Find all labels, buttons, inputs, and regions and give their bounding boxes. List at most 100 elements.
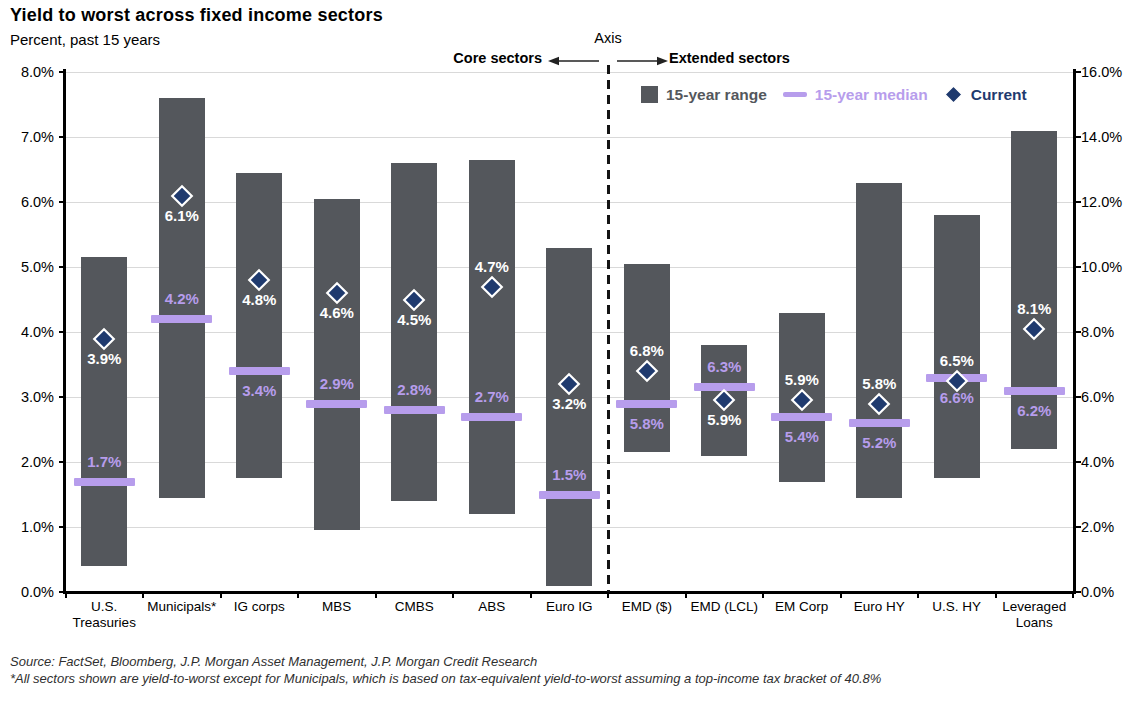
- left-tick-label: 8.0%: [6, 64, 54, 80]
- x-axis-label: ABS: [453, 599, 531, 615]
- x-axis-label: EMD (LCL): [686, 599, 764, 615]
- left-arrow-icon: [548, 55, 600, 67]
- current-diamond-icon: [480, 275, 504, 299]
- right-tick-label: 6.0%: [1081, 389, 1130, 405]
- x-axis-label-line: U.S. HY: [918, 599, 996, 615]
- source-line: Source: FactSet, Bloomberg, J.P. Morgan …: [10, 654, 537, 669]
- x-axis-label: LeveragedLoans: [996, 599, 1074, 631]
- right-tick-label: 14.0%: [1081, 129, 1130, 145]
- x-axis-label: IG corps: [221, 599, 299, 615]
- median-tick: [461, 413, 522, 421]
- median-value-label: 2.9%: [304, 375, 370, 393]
- x-axis-label-line: IG corps: [221, 599, 299, 615]
- current-diamond-icon: [92, 327, 116, 351]
- left-tick-label: 2.0%: [6, 454, 54, 470]
- median-value-label: 5.2%: [846, 434, 912, 452]
- current-diamond-icon: [402, 288, 426, 312]
- current-value-label: 6.8%: [614, 342, 680, 360]
- current-value-label: 5.8%: [846, 375, 912, 393]
- current-value-label: 3.9%: [71, 350, 137, 368]
- x-axis-label: U.S. HY: [918, 599, 996, 615]
- range-swatch-icon: [641, 86, 658, 103]
- range-bar: [934, 215, 980, 478]
- median-tick: [384, 406, 445, 414]
- core-sectors-label: Core sectors: [420, 50, 542, 66]
- median-value-label: 5.4%: [769, 428, 835, 446]
- current-value-label: 6.5%: [924, 352, 990, 370]
- axis-note-label: Axis: [576, 30, 640, 46]
- x-axis-label: CMBS: [376, 599, 454, 615]
- page-subtitle: Percent, past 15 years: [10, 31, 160, 48]
- median-value-label: 5.8%: [614, 415, 680, 433]
- legend-item-range: 15-year range: [641, 86, 767, 104]
- median-value-label: 2.8%: [381, 381, 447, 399]
- current-diamond-icon: [790, 388, 814, 412]
- range-bar: [236, 173, 282, 479]
- left-tick-label: 6.0%: [6, 194, 54, 210]
- right-tick-label: 2.0%: [1081, 519, 1130, 535]
- x-axis-label: EM Corp: [763, 599, 841, 615]
- x-axis-label: EMD ($): [608, 599, 686, 615]
- current-value-label: 4.5%: [381, 311, 447, 329]
- page-title: Yield to worst across fixed income secto…: [10, 5, 383, 26]
- x-axis-label-line: MBS: [298, 599, 376, 615]
- range-bar: [546, 248, 592, 586]
- right-tick-label: 4.0%: [1081, 454, 1130, 470]
- current-value-label: 5.9%: [691, 411, 757, 429]
- median-value-label: 6.3%: [691, 358, 757, 376]
- left-tick-label: 3.0%: [6, 389, 54, 405]
- gridline: [66, 72, 1074, 73]
- legend-label-median: 15-year median: [815, 86, 928, 104]
- median-value-label: 4.2%: [149, 290, 215, 308]
- left-tick-label: 0.0%: [6, 584, 54, 600]
- median-value-label: 6.6%: [924, 389, 990, 407]
- x-axis-label-line: CMBS: [376, 599, 454, 615]
- current-value-label: 6.1%: [149, 207, 215, 225]
- legend-item-median: 15-year median: [783, 86, 928, 104]
- x-axis-label: Euro IG: [531, 599, 609, 615]
- median-swatch-icon: [783, 92, 807, 97]
- right-arrow-icon: [616, 55, 668, 67]
- current-value-label: 4.6%: [304, 304, 370, 322]
- x-axis-label: Euro HY: [841, 599, 919, 615]
- x-axis-label-line: EMD ($): [608, 599, 686, 615]
- current-diamond-icon: [712, 388, 736, 412]
- page: { "header": { "title": "Yield to worst a…: [0, 0, 1130, 708]
- x-axis-label-line: EM Corp: [763, 599, 841, 615]
- median-value-label: 3.4%: [226, 382, 292, 400]
- current-diamond-icon: [635, 359, 659, 383]
- core-extended-divider: [607, 65, 610, 592]
- current-diamond-icon: [944, 85, 963, 104]
- median-tick: [74, 478, 135, 486]
- current-value-label: 8.1%: [1001, 300, 1067, 318]
- range-bar: [391, 163, 437, 501]
- x-axis-label-line: Euro HY: [841, 599, 919, 615]
- legend-item-current: Current: [944, 85, 1027, 104]
- footnote-line: *All sectors shown are yield-to-worst ex…: [10, 671, 881, 686]
- x-axis-label-line: U.S.: [66, 599, 144, 615]
- median-tick: [771, 413, 832, 421]
- median-tick: [306, 400, 367, 408]
- current-diamond-icon: [325, 281, 349, 305]
- gridline: [66, 202, 1074, 203]
- x-axis-line: [63, 591, 1076, 594]
- current-diamond-icon: [247, 268, 271, 292]
- median-value-label: 6.2%: [1001, 402, 1067, 420]
- current-diamond-icon: [170, 184, 194, 208]
- x-axis-label-line: Leveraged: [996, 599, 1074, 615]
- legend-label-range: 15-year range: [666, 86, 767, 104]
- current-value-label: 5.9%: [769, 371, 835, 389]
- median-value-label: 2.7%: [459, 388, 525, 406]
- y-axis-line-right: [1073, 69, 1076, 592]
- x-axis-label-line: EMD (LCL): [686, 599, 764, 615]
- right-tick-label: 0.0%: [1081, 584, 1130, 600]
- current-value-label: 3.2%: [536, 395, 602, 413]
- right-tick-label: 10.0%: [1081, 259, 1130, 275]
- median-tick: [1004, 387, 1065, 395]
- median-tick: [539, 491, 600, 499]
- x-axis-label-line: ABS: [453, 599, 531, 615]
- right-tick-label: 8.0%: [1081, 324, 1130, 340]
- range-bar: [314, 199, 360, 531]
- x-axis-label-line: Treasuries: [66, 615, 144, 631]
- legend: 15-year range 15-year median Current: [641, 85, 1027, 104]
